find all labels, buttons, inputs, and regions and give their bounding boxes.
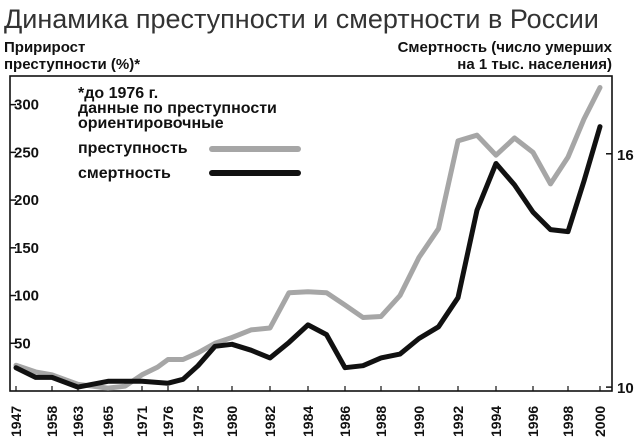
series-line-crime — [13, 85, 603, 391]
x-tick-label: 1998 — [560, 406, 576, 437]
left-axis-label: Пририрост преступности (%)* — [4, 39, 140, 73]
left-axis-label-line-1: Пририрост — [4, 39, 85, 56]
x-tick-label: 1988 — [373, 406, 389, 437]
x-tick-label: 1984 — [300, 406, 316, 437]
footnote-line-3: ориентировочные — [78, 115, 224, 132]
left-axis-ticks: 50 100 150 200 250 300 — [10, 97, 39, 352]
footnote: *до 1976 г. данные по преступности ориен… — [78, 85, 277, 132]
series-line-mortality — [13, 124, 603, 390]
right-axis-ticks: 10 16 — [606, 147, 634, 397]
x-axis-ticks: 1947 1958 1963 1965 1971 1976 1978 1980 1982 1984… — [8, 386, 608, 437]
right-axis-label-line-1: Смертность (число умерших — [398, 39, 613, 56]
left-tick-label: 150 — [14, 240, 39, 257]
left-tick-label: 200 — [14, 192, 39, 209]
chart-title: Динамика преступности и смертности в Рос… — [4, 4, 599, 34]
x-tick-label: 1947 — [8, 406, 24, 437]
footnote-line-1: *до 1976 г. — [78, 85, 158, 102]
x-tick-label: 1971 — [134, 406, 150, 437]
x-tick-label: 1992 — [450, 406, 466, 437]
x-tick-label: 1965 — [100, 406, 116, 437]
right-tick-label: 16 — [617, 147, 634, 164]
left-tick-label: 50 — [14, 335, 31, 352]
plot-frame — [9, 75, 613, 392]
right-axis-label: Смертность (число умерших на 1 тыс. насе… — [398, 39, 613, 73]
left-tick-label: 300 — [14, 97, 39, 114]
series-layer — [13, 85, 603, 391]
left-axis-label-line-2: преступности (%)* — [4, 56, 140, 73]
left-tick-label: 100 — [14, 288, 39, 305]
right-axis-label-line-2: на 1 тыс. населения) — [457, 56, 612, 73]
x-tick-label: 1978 — [190, 406, 206, 437]
footnote-line-2: данные по преступности — [78, 100, 277, 117]
x-tick-label: 1986 — [337, 406, 353, 437]
x-tick-label: 1976 — [160, 406, 176, 437]
x-tick-label: 1963 — [70, 406, 86, 437]
x-tick-label: 1982 — [262, 406, 278, 437]
legend: преступность смертность — [78, 140, 301, 182]
legend-label-crime: преступность — [78, 140, 188, 157]
left-tick-label: 250 — [14, 144, 39, 161]
legend-label-mortality: смертность — [78, 165, 171, 182]
x-tick-label: 1996 — [525, 406, 541, 437]
x-tick-label: 1994 — [488, 406, 504, 437]
x-tick-label: 1990 — [411, 406, 427, 437]
x-tick-label: 1958 — [44, 406, 60, 437]
right-tick-label: 10 — [617, 380, 634, 397]
x-tick-label: 2000 — [592, 406, 608, 437]
x-tick-label: 1980 — [224, 406, 240, 437]
